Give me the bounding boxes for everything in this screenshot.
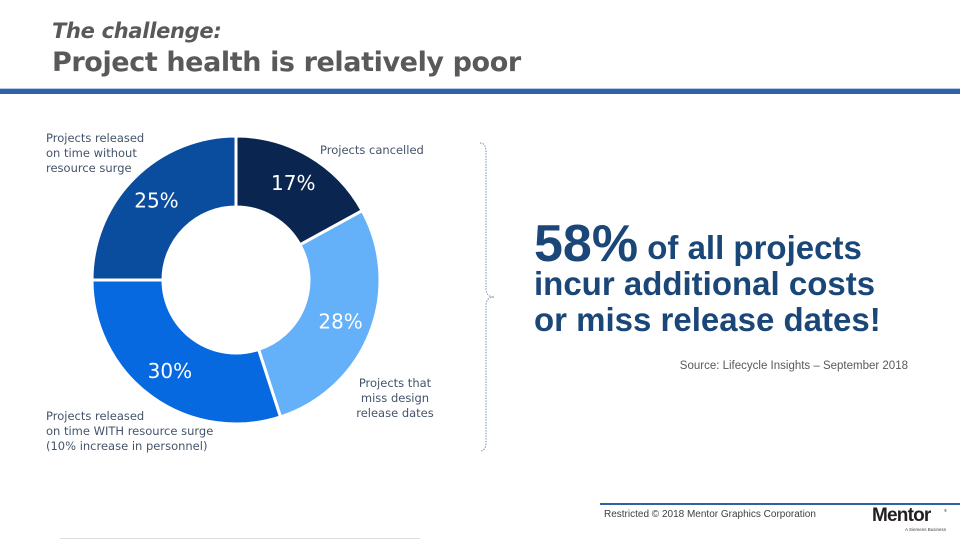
- label-miss-release-dates: Projects that miss design release dates: [356, 376, 434, 420]
- callout-line-1-rest: of all projects: [647, 229, 862, 266]
- donut-value-released-without-surge: 25%: [134, 188, 178, 212]
- donut-chart: 17% 28% 30% 25%: [90, 134, 382, 426]
- label-projects-cancelled: Projects cancelled: [320, 143, 424, 157]
- donut-segments: [90, 134, 382, 426]
- donut-segment-released-without-surge: [90, 134, 238, 282]
- bottom-edge-line: [60, 538, 420, 539]
- footer-copyright: Restricted © 2018 Mentor Graphics Corpor…: [604, 509, 816, 520]
- callout-big-number: 58%: [534, 215, 639, 273]
- label-released-with-surge: Projects released on time WITH resource …: [46, 409, 214, 453]
- logo-tagline: A Siemens Business: [904, 527, 946, 532]
- curly-brace: [479, 142, 495, 452]
- donut-value-miss-release-dates: 28%: [318, 309, 362, 333]
- source-citation: Source: Lifecycle Insights – September 2…: [679, 360, 908, 372]
- donut-value-labels: 17% 28% 30% 25%: [134, 171, 363, 383]
- donut-segment-cancelled: [234, 134, 365, 247]
- slide-title: Project health is relatively poor: [52, 47, 521, 78]
- footer-divider: [600, 503, 960, 505]
- callout-headline: 58% of all projects incur additional cos…: [534, 218, 934, 338]
- donut-segment-miss-release-dates: [256, 208, 382, 419]
- donut-value-cancelled: 17%: [271, 171, 315, 195]
- callout-line-1: 58% of all projects: [534, 218, 934, 270]
- mentor-logo: Mentor ® A Siemens Business: [872, 506, 952, 536]
- donut-segment-released-with-surge: [90, 278, 283, 426]
- donut-value-released-with-surge: 30%: [148, 359, 192, 383]
- label-released-without-surge: Projects released on time without resour…: [46, 131, 145, 175]
- slide-kicker: The challenge:: [52, 19, 222, 43]
- logo-registered-mark: ®: [944, 508, 947, 513]
- callout-line-2: incur additional costs: [534, 265, 876, 302]
- header-divider: [0, 88, 960, 94]
- callout-line-3: or miss release dates!: [534, 301, 881, 338]
- logo-wordmark: Mentor: [872, 505, 931, 526]
